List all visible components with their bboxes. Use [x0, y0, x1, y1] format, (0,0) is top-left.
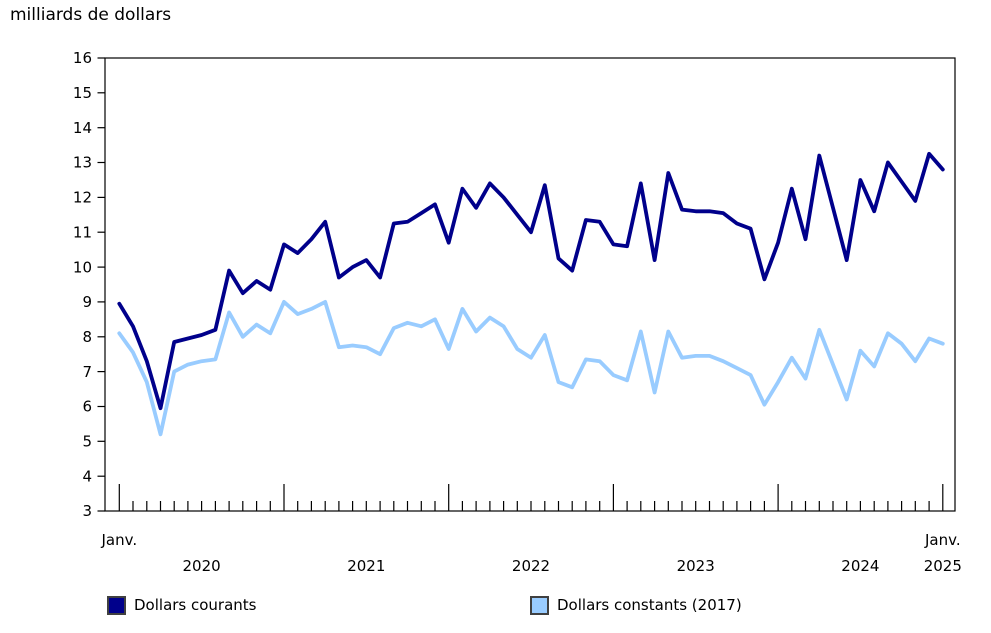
plot-border	[104, 57, 956, 512]
y-tick-label: 6	[82, 398, 92, 416]
y-tick-label: 14	[73, 119, 92, 137]
line-chart: 3 4 5 6 7 8 9 10 11 12 13 14 15 16 Janv. 2020 2021 2022 20…	[73, 49, 962, 575]
y-tick-label: 9	[82, 293, 92, 311]
x-label-janv-left: Janv.	[100, 531, 137, 549]
legend-label-dollars-constants: Dollars constants (2017)	[557, 596, 742, 614]
y-tick-label: 10	[73, 258, 92, 276]
y-tick-label: 13	[73, 154, 92, 172]
series-line-dollars-courants	[117, 151, 945, 411]
legend-item-dollars-constants: Dollars constants (2017)	[530, 595, 742, 615]
legend-label-dollars-courants: Dollars courants	[134, 596, 257, 614]
legend-item-dollars-courants: Dollars courants	[107, 595, 257, 615]
x-label-year-2022: 2022	[512, 557, 550, 575]
legend-swatch-dollars-constants	[530, 595, 549, 615]
x-label-year-right: 2025	[924, 557, 962, 575]
y-tick-label: 12	[73, 189, 92, 207]
legend-swatch-dollars-courants	[107, 595, 126, 615]
y-tick-label: 16	[73, 49, 92, 67]
y-tick-label: 8	[82, 328, 92, 346]
x-label-year-2023: 2023	[677, 557, 715, 575]
chart-title: milliards de dollars	[10, 5, 172, 25]
y-tick-label: 5	[82, 433, 92, 451]
legend: Dollars courants Dollars constants (2017…	[0, 595, 991, 619]
x-label-year-2021: 2021	[347, 557, 385, 575]
x-label-year-2024: 2024	[841, 557, 879, 575]
y-tick-label: 4	[82, 467, 92, 485]
x-label-year-2020: 2020	[183, 557, 221, 575]
series-line-dollars-constants-2017	[117, 299, 945, 437]
y-tick-label: 15	[73, 84, 92, 102]
y-tick-label: 7	[82, 363, 92, 381]
x-label-janv-right: Janv.	[924, 531, 961, 549]
y-tick-label: 11	[73, 223, 92, 241]
y-tick-label: 3	[82, 502, 92, 520]
